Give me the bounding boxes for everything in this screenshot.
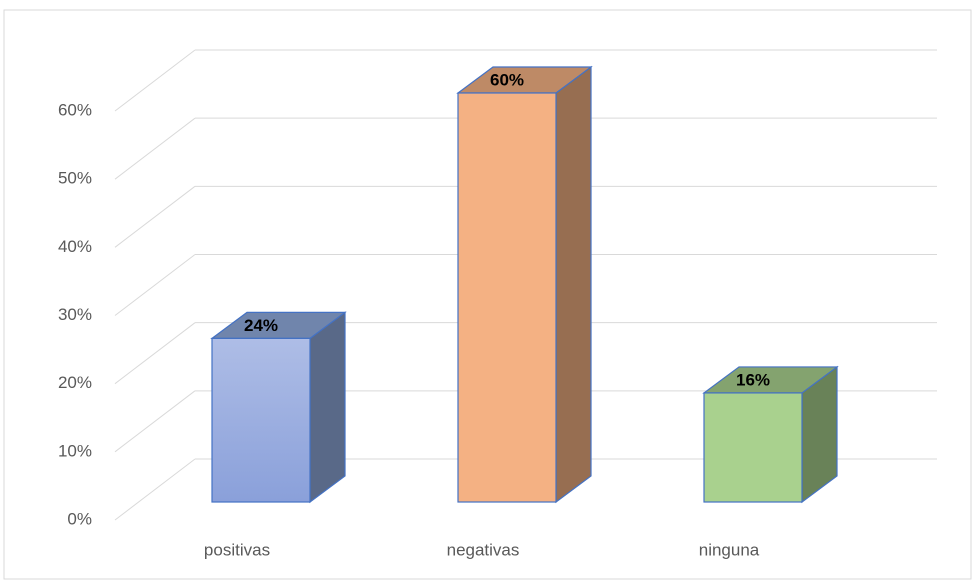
- grid-diagonal: [114, 458, 196, 521]
- bar: [457, 92, 557, 503]
- y-tick-label: 60%: [58, 100, 92, 119]
- y-tick-label: 20%: [58, 373, 92, 392]
- value-label: 60%: [490, 70, 524, 89]
- y-tick-label: 50%: [58, 169, 92, 188]
- grid-diagonal: [114, 185, 196, 248]
- grid-diagonal: [114, 254, 196, 316]
- x-tick-label: ninguna: [699, 540, 760, 559]
- bar: [211, 337, 311, 503]
- x-tick-label: negativas: [447, 540, 520, 559]
- y-tick-label: 10%: [58, 441, 92, 460]
- value-label: 16%: [736, 370, 770, 389]
- grid-diagonal: [114, 390, 196, 453]
- bar-side: [309, 311, 346, 504]
- grid-diagonal: [114, 322, 196, 385]
- y-tick-label: 0%: [67, 509, 92, 528]
- bar: [703, 392, 803, 503]
- value-label: 24%: [244, 316, 278, 335]
- y-tick-label: 40%: [58, 237, 92, 256]
- x-tick-label: positivas: [204, 540, 270, 559]
- y-tick-label: 30%: [58, 305, 92, 324]
- bar-side: [555, 65, 592, 504]
- grid-diagonal: [114, 117, 196, 180]
- grid-diagonal: [114, 49, 196, 112]
